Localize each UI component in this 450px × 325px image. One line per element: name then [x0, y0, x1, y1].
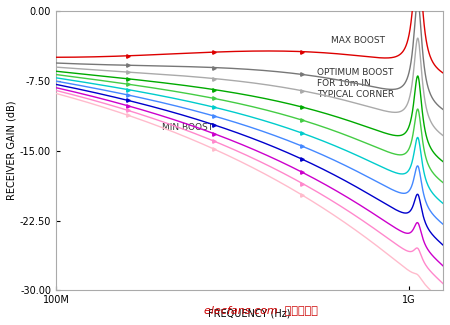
- Text: elecfans.com  电子发烧友: elecfans.com 电子发烧友: [204, 305, 318, 315]
- Text: MAX BOOST: MAX BOOST: [331, 36, 385, 45]
- X-axis label: FREQUENCY (Hz): FREQUENCY (Hz): [208, 308, 291, 318]
- Text: OPTIMUM BOOST
FOR 10m IN
TYPICAL CORNER: OPTIMUM BOOST FOR 10m IN TYPICAL CORNER: [317, 68, 394, 99]
- Y-axis label: RECEIVER GAIN (dB): RECEIVER GAIN (dB): [7, 101, 17, 201]
- Text: MIN BOOST: MIN BOOST: [162, 123, 213, 132]
